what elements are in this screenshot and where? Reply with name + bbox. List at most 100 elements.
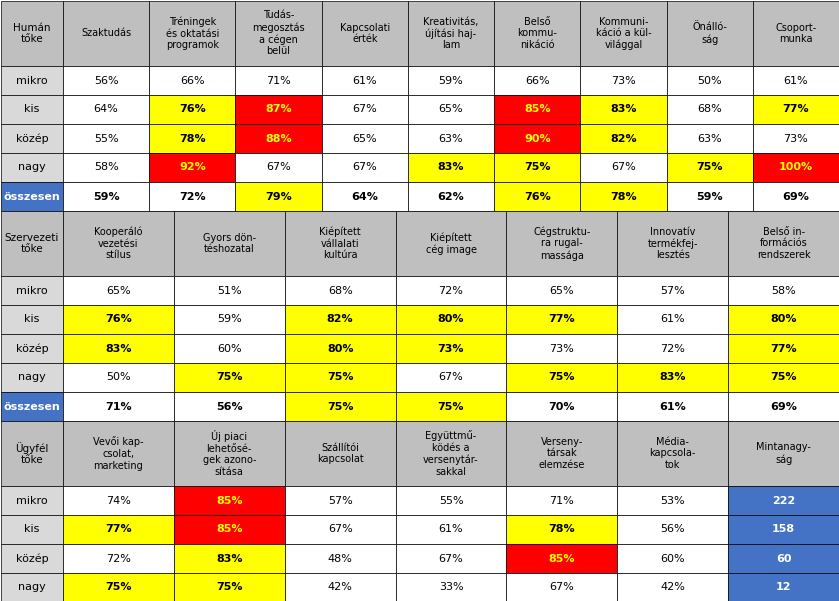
Text: 77%: 77%	[549, 314, 576, 325]
Text: 78%: 78%	[549, 525, 576, 534]
Bar	[63, 211, 174, 276]
Text: 55%: 55%	[439, 495, 463, 505]
Bar	[507, 276, 618, 305]
Text: 33%: 33%	[439, 582, 463, 593]
Text: 42%: 42%	[328, 582, 352, 593]
Text: 77%: 77%	[105, 525, 132, 534]
Text: 85%: 85%	[216, 525, 242, 534]
Bar	[618, 486, 728, 515]
Bar	[63, 421, 174, 486]
Text: 63%: 63%	[439, 133, 463, 144]
Bar	[149, 182, 236, 211]
Text: 73%: 73%	[784, 133, 808, 144]
Bar	[618, 363, 728, 392]
Text: Mintanagy-
ság: Mintanagy- ság	[756, 442, 811, 465]
Text: 158: 158	[772, 525, 795, 534]
Text: 76%: 76%	[524, 192, 550, 201]
Bar	[728, 544, 839, 573]
Bar	[408, 66, 494, 95]
Text: 85%: 85%	[216, 495, 242, 505]
Text: 222: 222	[772, 495, 795, 505]
Text: 60%: 60%	[217, 344, 242, 353]
Text: 75%: 75%	[770, 373, 797, 382]
Text: 77%: 77%	[770, 344, 797, 353]
Bar	[666, 153, 753, 182]
Bar	[507, 544, 618, 573]
Bar	[63, 182, 149, 211]
Text: 55%: 55%	[94, 133, 118, 144]
Text: 67%: 67%	[352, 162, 378, 172]
Text: Kommuni-
káció a kül-
világgal: Kommuni- káció a kül- világgal	[596, 17, 651, 50]
Text: 67%: 67%	[611, 162, 636, 172]
Text: 75%: 75%	[696, 162, 723, 172]
Text: 73%: 73%	[438, 344, 464, 353]
Text: 51%: 51%	[217, 285, 242, 296]
Text: 73%: 73%	[611, 76, 636, 85]
Bar	[284, 515, 395, 544]
Bar	[149, 153, 236, 182]
Text: 75%: 75%	[105, 582, 132, 593]
Bar	[321, 66, 408, 95]
Text: 57%: 57%	[660, 285, 685, 296]
Bar	[728, 211, 839, 276]
Bar	[728, 421, 839, 486]
Text: 58%: 58%	[94, 162, 118, 172]
Text: 68%: 68%	[328, 285, 352, 296]
Text: 53%: 53%	[660, 495, 685, 505]
Text: 78%: 78%	[179, 133, 206, 144]
Bar	[63, 486, 174, 515]
Bar	[728, 276, 839, 305]
Text: 66%: 66%	[525, 76, 550, 85]
Bar	[728, 334, 839, 363]
Bar	[728, 363, 839, 392]
Bar	[321, 182, 408, 211]
Bar	[284, 334, 395, 363]
Text: 70%: 70%	[549, 401, 575, 412]
Text: közép: közép	[16, 343, 49, 354]
Text: 72%: 72%	[439, 285, 463, 296]
Bar	[753, 66, 839, 95]
Text: 65%: 65%	[106, 285, 131, 296]
Bar	[236, 95, 321, 124]
Text: összesen: összesen	[3, 192, 60, 201]
Bar	[321, 1, 408, 66]
Bar	[666, 182, 753, 211]
Bar	[395, 515, 507, 544]
Bar	[284, 486, 395, 515]
Bar	[494, 153, 581, 182]
Text: nagy: nagy	[18, 373, 46, 382]
Bar	[507, 363, 618, 392]
Text: 72%: 72%	[660, 344, 685, 353]
Text: 67%: 67%	[550, 582, 574, 593]
Text: 62%: 62%	[438, 192, 464, 201]
Bar	[174, 305, 284, 334]
Text: 71%: 71%	[266, 76, 291, 85]
Bar	[618, 276, 728, 305]
Bar	[1, 95, 63, 124]
Bar	[507, 392, 618, 421]
Text: Tréningek
és oktatási
programok: Tréningek és oktatási programok	[165, 17, 219, 50]
Text: Kiépített
vállalati
kultúra: Kiépített vállalati kultúra	[320, 227, 361, 260]
Text: 65%: 65%	[550, 285, 574, 296]
Text: 72%: 72%	[179, 192, 206, 201]
Text: 67%: 67%	[352, 105, 378, 115]
Text: Önálló-
ság: Önálló- ság	[692, 22, 727, 44]
Bar	[395, 392, 507, 421]
Text: összesen: összesen	[3, 401, 60, 412]
Text: Kreativitás,
újítási haj-
lam: Kreativitás, újítási haj- lam	[424, 17, 479, 50]
Text: 64%: 64%	[352, 192, 378, 201]
Bar	[507, 211, 618, 276]
Text: 68%: 68%	[697, 105, 722, 115]
Bar	[395, 421, 507, 486]
Text: 75%: 75%	[216, 582, 242, 593]
Text: Kiépített
cég image: Kiépített cég image	[425, 232, 477, 255]
Bar	[63, 66, 149, 95]
Text: Szervezeti
tőke: Szervezeti tőke	[5, 233, 60, 254]
Bar	[63, 95, 149, 124]
Bar	[408, 153, 494, 182]
Bar	[728, 392, 839, 421]
Bar	[63, 363, 174, 392]
Text: 50%: 50%	[697, 76, 722, 85]
Bar	[1, 515, 63, 544]
Bar	[395, 363, 507, 392]
